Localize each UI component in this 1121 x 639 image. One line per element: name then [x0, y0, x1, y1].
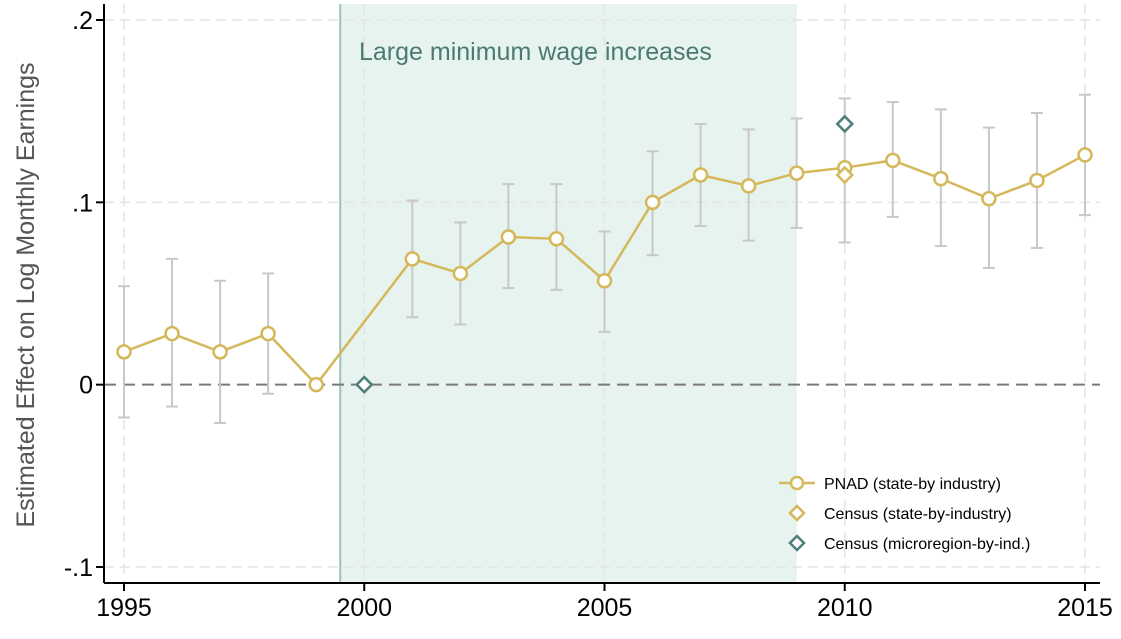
y-tick-label: 0: [79, 372, 93, 400]
y-tick-label: .2: [72, 7, 93, 35]
legend-item: Census (state-by-industry): [788, 504, 1012, 523]
data-point-circle: [692, 167, 709, 183]
data-point-circle: [788, 165, 805, 181]
data-point-circle: [885, 152, 901, 169]
data-point-circle: [1077, 147, 1093, 163]
data-point-circle: [164, 325, 180, 342]
data-point-circle: [933, 170, 949, 187]
legend: PNAD (state-by industry) Census (state-by…: [779, 475, 1030, 553]
legend-marker-diamond: [788, 534, 806, 552]
data-point-circle: [548, 231, 565, 247]
data-point-diamond: [835, 114, 855, 134]
data-point-circle: [740, 178, 757, 194]
data-point-circle: [308, 376, 324, 393]
y-tick-label: .1: [72, 189, 93, 217]
x-tick-label: 2000: [336, 594, 392, 622]
legend-marker-circle: [789, 475, 805, 491]
data-point-circle: [452, 265, 469, 282]
data-point-circle: [116, 344, 132, 360]
data-point-circle: [404, 251, 421, 267]
x-tick-label: 2015: [1057, 594, 1113, 622]
legend-marker-diamond: [788, 504, 806, 522]
x-tick-label: 2010: [817, 594, 873, 622]
data-point-circle: [981, 190, 997, 207]
legend-label: PNAD (state-by industry): [824, 476, 1001, 493]
marker-layer: [116, 114, 1093, 394]
shaded-region: [340, 4, 797, 583]
data-point-circle: [644, 194, 661, 211]
legend-item: Census (microregion-by-ind.): [788, 534, 1030, 553]
data-point-circle: [500, 229, 517, 245]
y-axis-label: Estimated Effect on Log Monthly Earnings: [12, 62, 40, 527]
data-point-circle: [596, 272, 613, 289]
data-point-diamond: [354, 375, 374, 394]
data-point-circle: [212, 344, 228, 360]
y-tick-label: -.1: [64, 554, 93, 582]
shaded-region-layer: [339, 4, 797, 583]
legend-item: PNAD (state-by industry): [779, 475, 1001, 493]
series-line-layer: [123, 153, 1086, 387]
x-tick-label: 2005: [577, 594, 633, 622]
series-line: [123, 153, 1086, 387]
data-point-diamond: [835, 165, 855, 185]
x-tick-label: 1995: [96, 594, 152, 622]
shaded-region-label: Large minimum wage increases: [359, 38, 712, 66]
legend-label: Census (microregion-by-ind.): [824, 536, 1030, 553]
axis-layer: -.1 0 .1 .2 1995 2000 2005 2010 2015: [64, 4, 1113, 622]
legend-label: Census (state-by-industry): [824, 506, 1012, 523]
data-point-circle: [260, 325, 276, 342]
data-point-circle: [1029, 172, 1045, 189]
